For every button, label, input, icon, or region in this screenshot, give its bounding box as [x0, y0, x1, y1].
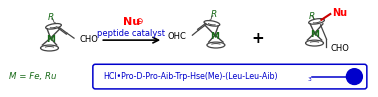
Text: OHC: OHC — [167, 32, 186, 41]
Text: HCl•Pro-D-Pro-Aib-Trp-Hse(Me)-(Leu-Leu-Aib): HCl•Pro-D-Pro-Aib-Trp-Hse(Me)-(Leu-Leu-A… — [103, 72, 278, 81]
Text: ⊖: ⊖ — [135, 17, 143, 26]
Text: M: M — [310, 30, 319, 39]
Text: 3: 3 — [308, 77, 311, 82]
Text: peptide catalyst: peptide catalyst — [97, 29, 165, 38]
Text: Nu: Nu — [332, 8, 347, 18]
Circle shape — [346, 69, 363, 84]
Text: M: M — [211, 32, 219, 41]
Text: Nu: Nu — [122, 17, 140, 27]
Text: +: + — [251, 31, 264, 46]
Text: R: R — [47, 13, 54, 22]
FancyBboxPatch shape — [93, 64, 367, 89]
Text: R: R — [308, 12, 314, 21]
Text: R: R — [211, 10, 217, 19]
Text: M: M — [46, 35, 55, 44]
Text: M = Fe, Ru: M = Fe, Ru — [9, 72, 56, 81]
Text: CHO: CHO — [330, 44, 349, 52]
Text: CHO: CHO — [79, 35, 98, 44]
